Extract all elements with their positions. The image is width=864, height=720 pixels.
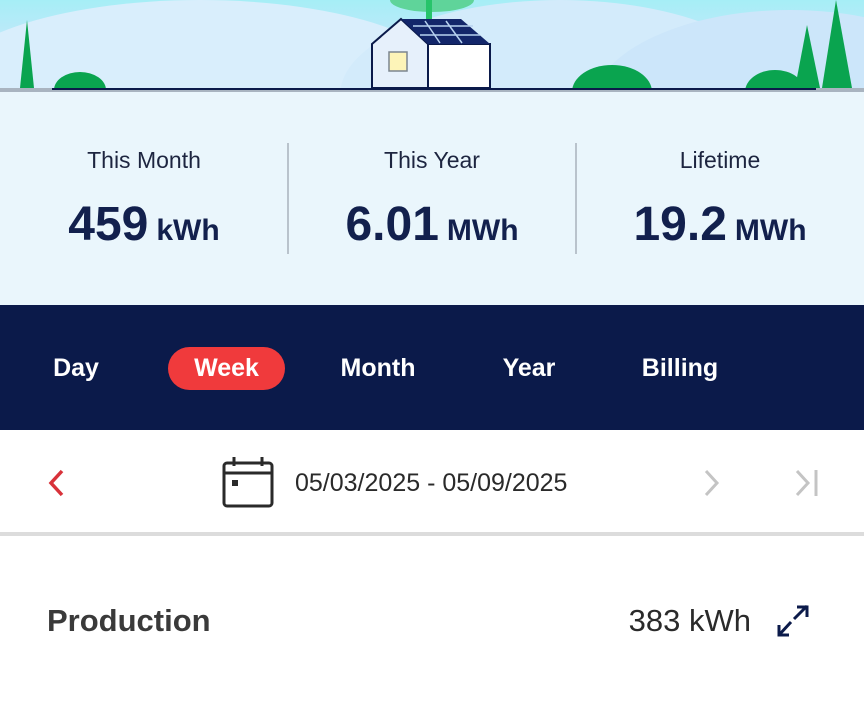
divider bbox=[287, 143, 289, 254]
stat-label: Lifetime bbox=[679, 147, 761, 173]
stat-unit: MWh bbox=[446, 214, 519, 247]
production-label: Production bbox=[47, 603, 211, 638]
stat-this-year: This Year 6.01 MWh bbox=[288, 92, 576, 305]
tab-billing[interactable]: Billing bbox=[641, 354, 719, 382]
stat-number: 459 bbox=[68, 198, 149, 251]
period-tabs: Day Week Month Year Billing bbox=[0, 305, 864, 430]
date-navigator: 05/03/2025 - 05/09/2025 bbox=[0, 430, 864, 533]
divider bbox=[575, 143, 577, 254]
stat-lifetime: Lifetime 19.2 MWh bbox=[576, 92, 864, 305]
stat-unit: kWh bbox=[156, 214, 220, 247]
stat-label: This Month bbox=[87, 147, 201, 173]
chevron-left-icon[interactable] bbox=[44, 468, 68, 498]
date-range[interactable]: 05/03/2025 - 05/09/2025 bbox=[295, 469, 568, 497]
stat-value: 6.01 MWh bbox=[288, 197, 576, 252]
expand-icon[interactable] bbox=[776, 604, 810, 638]
solar-house-illustration bbox=[0, 0, 864, 92]
stat-this-month: This Month 459 kWh bbox=[0, 92, 288, 305]
stat-value: 19.2 MWh bbox=[576, 197, 864, 252]
energy-summary: This Month 459 kWh This Year 6.01 MWh Life… bbox=[0, 92, 864, 305]
house-scene-icon bbox=[0, 0, 864, 92]
stat-value: 459 kWh bbox=[0, 197, 288, 252]
divider bbox=[0, 532, 864, 536]
production-value: 383 kWh bbox=[628, 603, 751, 638]
stat-label: This Year bbox=[384, 147, 480, 173]
tab-week[interactable]: Week bbox=[168, 347, 285, 390]
stat-unit: MWh bbox=[734, 214, 807, 247]
skip-to-end-icon[interactable] bbox=[793, 468, 821, 498]
tab-month[interactable]: Month bbox=[340, 354, 416, 382]
tab-day[interactable]: Day bbox=[53, 354, 99, 382]
stat-number: 6.01 bbox=[345, 198, 439, 251]
tab-year[interactable]: Year bbox=[502, 354, 556, 382]
stat-number: 19.2 bbox=[633, 198, 727, 251]
calendar-icon[interactable] bbox=[222, 456, 274, 508]
chevron-right-icon[interactable] bbox=[700, 468, 724, 498]
